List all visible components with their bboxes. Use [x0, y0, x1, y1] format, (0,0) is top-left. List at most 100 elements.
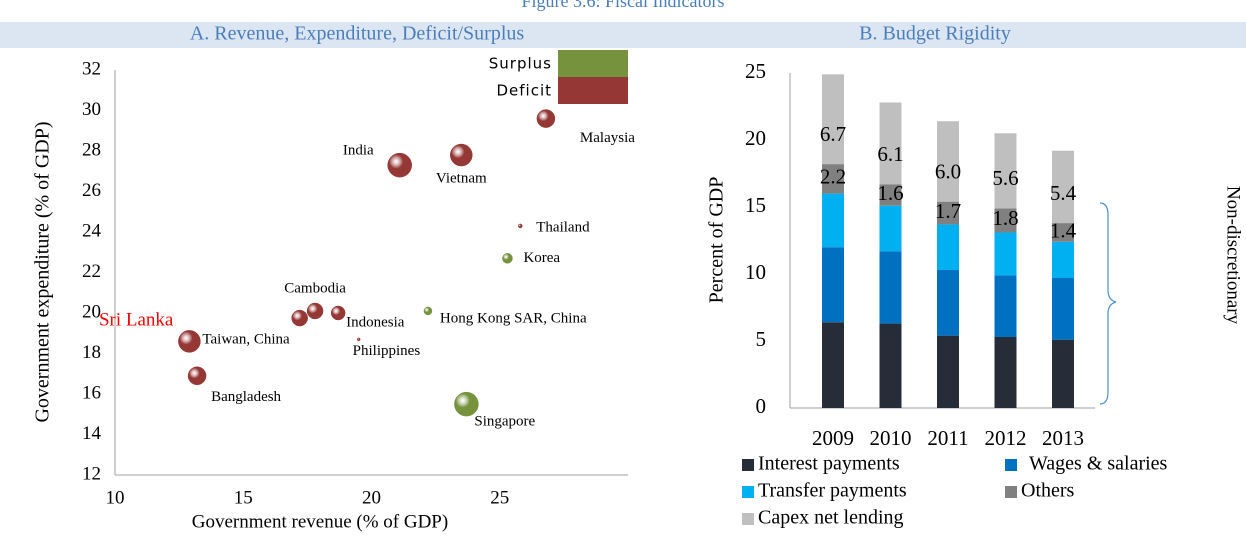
value-label: 5.4 [1050, 181, 1077, 205]
y-tick-label: 10 [745, 260, 766, 284]
bar-segment [994, 133, 1017, 209]
legend-label: Others [1021, 480, 1075, 502]
legend-label: Transfer payments [758, 480, 907, 502]
value-label: 6.0 [935, 159, 961, 183]
bubble [450, 143, 473, 167]
bubble [356, 337, 361, 342]
point-label: Cambodia [284, 280, 346, 296]
annotation: Non-discretionary [1223, 186, 1244, 325]
bar-segment [937, 201, 959, 225]
legend-swatch [1005, 459, 1017, 471]
y-tick-label: 26 [82, 180, 101, 201]
bar-segment [822, 74, 844, 165]
value-label: 2.2 [820, 165, 846, 189]
point-label: Singapore [474, 414, 535, 430]
point-label: Sri Lanka [99, 310, 174, 331]
x-tick-label: 2013 [1042, 426, 1084, 450]
value-label: 1.7 [935, 199, 961, 223]
value-label: 6.1 [877, 142, 903, 166]
y-tick-label: 20 [82, 301, 101, 322]
y-tick-label: 22 [82, 261, 101, 282]
point-label: Indonesia [346, 314, 405, 330]
y-axis-label: Percent of GDP [706, 177, 728, 304]
bar-segment [1052, 241, 1074, 279]
legend-label: Capex net lending [758, 507, 904, 529]
bar-segment [879, 323, 902, 408]
legend-swatch [558, 77, 628, 104]
y-tick-label: 12 [82, 463, 101, 484]
y-axis-label: Government expenditure (% of GDP) [32, 121, 54, 422]
bar-segment [994, 208, 1017, 233]
panel-title: B. Budget Rigidity [859, 23, 1011, 45]
y-tick-label: 20 [745, 126, 766, 150]
bar-segment [879, 205, 902, 252]
point-label: Thailand [536, 219, 590, 235]
point-label: Korea [523, 250, 560, 266]
value-label: 6.7 [820, 122, 846, 146]
x-tick-label: 2010 [870, 426, 912, 450]
y-tick-label: 32 [82, 58, 101, 79]
x-tick-label: 25 [490, 487, 509, 508]
x-tick-label: 15 [234, 487, 253, 508]
bar-segment [1052, 278, 1074, 340]
figure-title: Figure 3.6: Fiscal Indicators [522, 0, 725, 11]
value-label: 1.8 [992, 206, 1018, 230]
point-label: Vietnam [436, 170, 487, 186]
y-tick-label: 5 [756, 327, 767, 351]
bar-segment [1052, 150, 1074, 224]
y-tick-label: 16 [82, 382, 101, 403]
bubble [454, 391, 479, 417]
x-tick-label: 2011 [927, 426, 968, 450]
header-band [0, 22, 1246, 48]
legend-swatch [742, 513, 754, 525]
bar-segment [822, 193, 844, 248]
bar-segment [879, 184, 902, 206]
bubble [291, 309, 308, 327]
bar-segment [937, 269, 959, 336]
bar-segment [937, 224, 959, 270]
bar-segment [879, 102, 902, 185]
point-label: Hong Kong SAR, China [440, 310, 587, 326]
bar-segment [822, 247, 844, 323]
legend-swatch [742, 486, 754, 498]
x-tick-label: 2012 [985, 426, 1027, 450]
x-tick-label: 2009 [812, 426, 854, 450]
bubble [306, 302, 324, 320]
bar-segment [1052, 223, 1074, 242]
point-label: Malaysia [580, 130, 635, 146]
legend-swatch [1005, 486, 1017, 498]
bubble [187, 366, 207, 386]
x-tick-label: 20 [362, 487, 381, 508]
bar-segment [994, 336, 1017, 408]
legend-label: Deficit [496, 82, 552, 100]
y-tick-label: 14 [82, 423, 102, 444]
y-tick-label: 0 [756, 394, 767, 418]
bar-segment [1052, 339, 1074, 408]
y-tick-label: 15 [745, 193, 766, 217]
value-label: 1.6 [877, 181, 903, 205]
bubble [387, 152, 412, 178]
panel-title: A. Revenue, Expenditure, Deficit/Surplus [190, 23, 525, 45]
x-tick-label: 10 [106, 487, 125, 508]
bar-segment [822, 322, 844, 408]
legend-label: Interest payments [758, 453, 900, 475]
value-label: 5.6 [992, 166, 1018, 190]
bubble [536, 109, 556, 128]
y-tick-label: 28 [82, 139, 101, 160]
legend-label: Surplus [489, 55, 552, 73]
y-tick-label: 24 [82, 220, 102, 241]
legend-label: Wages & salaries [1029, 453, 1168, 475]
point-label: Bangladesh [211, 389, 281, 405]
bar-segment [994, 275, 1017, 337]
bubble [330, 305, 346, 321]
x-axis-label: Government revenue (% of GDP) [192, 511, 448, 532]
brace [1099, 202, 1117, 405]
point-label: India [343, 143, 374, 159]
bubble [178, 330, 201, 353]
bar-segment [994, 232, 1017, 276]
bubble [423, 306, 433, 316]
bar-segment [937, 121, 959, 202]
legend-swatch [558, 50, 628, 77]
legend-swatch [742, 459, 754, 471]
